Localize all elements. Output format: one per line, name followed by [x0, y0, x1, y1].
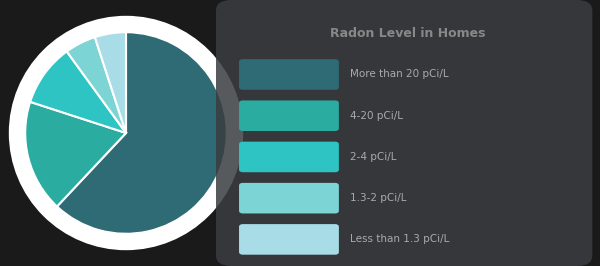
Text: 4-20 pCi/L: 4-20 pCi/L: [350, 111, 403, 121]
Wedge shape: [30, 51, 126, 133]
FancyBboxPatch shape: [216, 0, 592, 266]
FancyBboxPatch shape: [239, 224, 339, 255]
Text: Less than 1.3 pCi/L: Less than 1.3 pCi/L: [350, 234, 450, 244]
Text: 2-4 pCi/L: 2-4 pCi/L: [350, 152, 397, 162]
Text: 1.3-2 pCi/L: 1.3-2 pCi/L: [350, 193, 407, 203]
FancyBboxPatch shape: [239, 142, 339, 172]
Wedge shape: [67, 37, 126, 133]
Wedge shape: [95, 32, 126, 133]
Wedge shape: [57, 32, 227, 234]
FancyBboxPatch shape: [239, 183, 339, 213]
Text: More than 20 pCi/L: More than 20 pCi/L: [350, 69, 449, 80]
FancyBboxPatch shape: [239, 59, 339, 90]
FancyBboxPatch shape: [239, 101, 339, 131]
Wedge shape: [25, 102, 126, 206]
Text: Radon Level in Homes: Radon Level in Homes: [330, 27, 486, 40]
